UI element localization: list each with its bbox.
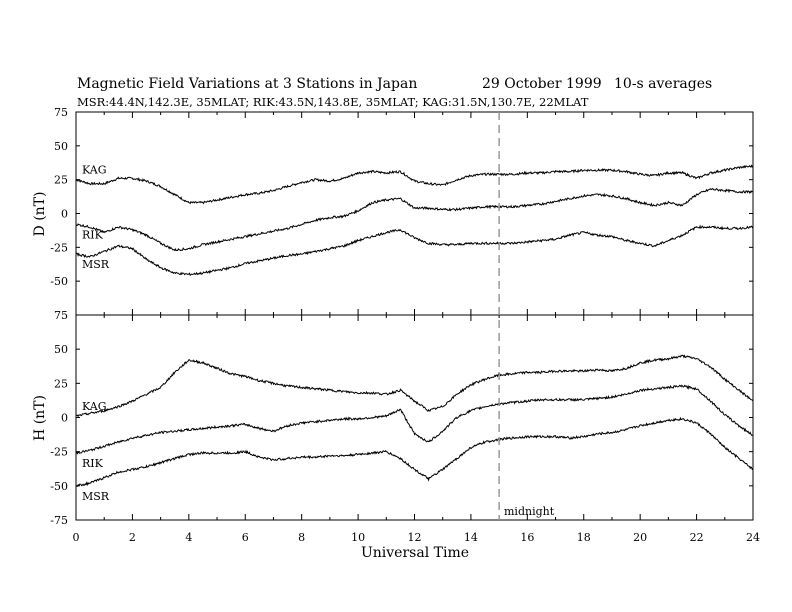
y-tick-label: 50	[54, 343, 68, 356]
trace-h-msr	[75, 416, 754, 488]
panel-d-ylabel: D (nT)	[32, 192, 48, 237]
x-tick-label: 12	[408, 531, 422, 544]
station-label-h-rik: RIK	[82, 457, 104, 470]
y-tick-label: -75	[50, 514, 68, 527]
y-tick-label: 75	[54, 106, 68, 119]
y-tick-label: 50	[54, 140, 68, 153]
chart-date: 29 October 1999	[482, 76, 602, 92]
x-tick-label: 24	[746, 531, 760, 544]
stations-info: MSR:44.4N,142.3E, 35MLAT; RIK:43.5N,143.…	[77, 95, 589, 109]
x-tick-label: 8	[298, 531, 305, 544]
trace-d-rik	[75, 187, 754, 252]
y-tick-label: 75	[54, 309, 68, 322]
x-axis-label: Universal Time	[361, 545, 469, 561]
panel-h-frame	[75, 314, 754, 521]
panel-d-frame	[75, 111, 754, 316]
x-tick-label: 22	[690, 531, 704, 544]
x-tick-label: 14	[464, 531, 478, 544]
trace-h-rik	[75, 384, 753, 455]
y-tick-label: 0	[61, 412, 68, 425]
station-label-d-rik: RIK	[82, 228, 104, 241]
chart-title: Magnetic Field Variations at 3 Stations …	[77, 76, 417, 92]
x-tick-label: 18	[577, 531, 591, 544]
y-tick-label: -25	[50, 446, 68, 459]
y-tick-label: -25	[50, 241, 68, 254]
y-tick-label: 25	[54, 174, 68, 187]
trace-d-kag	[76, 164, 754, 205]
midnight-label: midnight	[504, 505, 555, 518]
y-tick-label: 25	[54, 377, 68, 390]
x-tick-label: 0	[73, 531, 80, 544]
station-label-h-kag: KAG	[82, 400, 107, 413]
x-tick-label: 4	[185, 531, 192, 544]
y-tick-label: -50	[50, 275, 68, 288]
x-tick-label: 16	[520, 531, 534, 544]
panel-h-ylabel: H (nT)	[32, 395, 48, 441]
trace-h-kag	[75, 354, 754, 418]
x-tick-label: 6	[242, 531, 249, 544]
x-tick-label: 2	[129, 531, 136, 544]
x-tick-label: 20	[633, 531, 647, 544]
y-tick-label: 0	[61, 208, 68, 221]
y-tick-label: -50	[50, 480, 68, 493]
data-traces: KAG RIK MSR KAG RIK MSR	[75, 112, 754, 520]
station-label-h-msr: MSR	[82, 490, 110, 503]
x-tick-label: 10	[351, 531, 365, 544]
trace-d-msr	[75, 224, 754, 277]
station-label-d-msr: MSR	[82, 258, 110, 271]
station-label-d-kag: KAG	[82, 164, 107, 177]
chart-averaging: 10-s averages	[614, 76, 712, 92]
